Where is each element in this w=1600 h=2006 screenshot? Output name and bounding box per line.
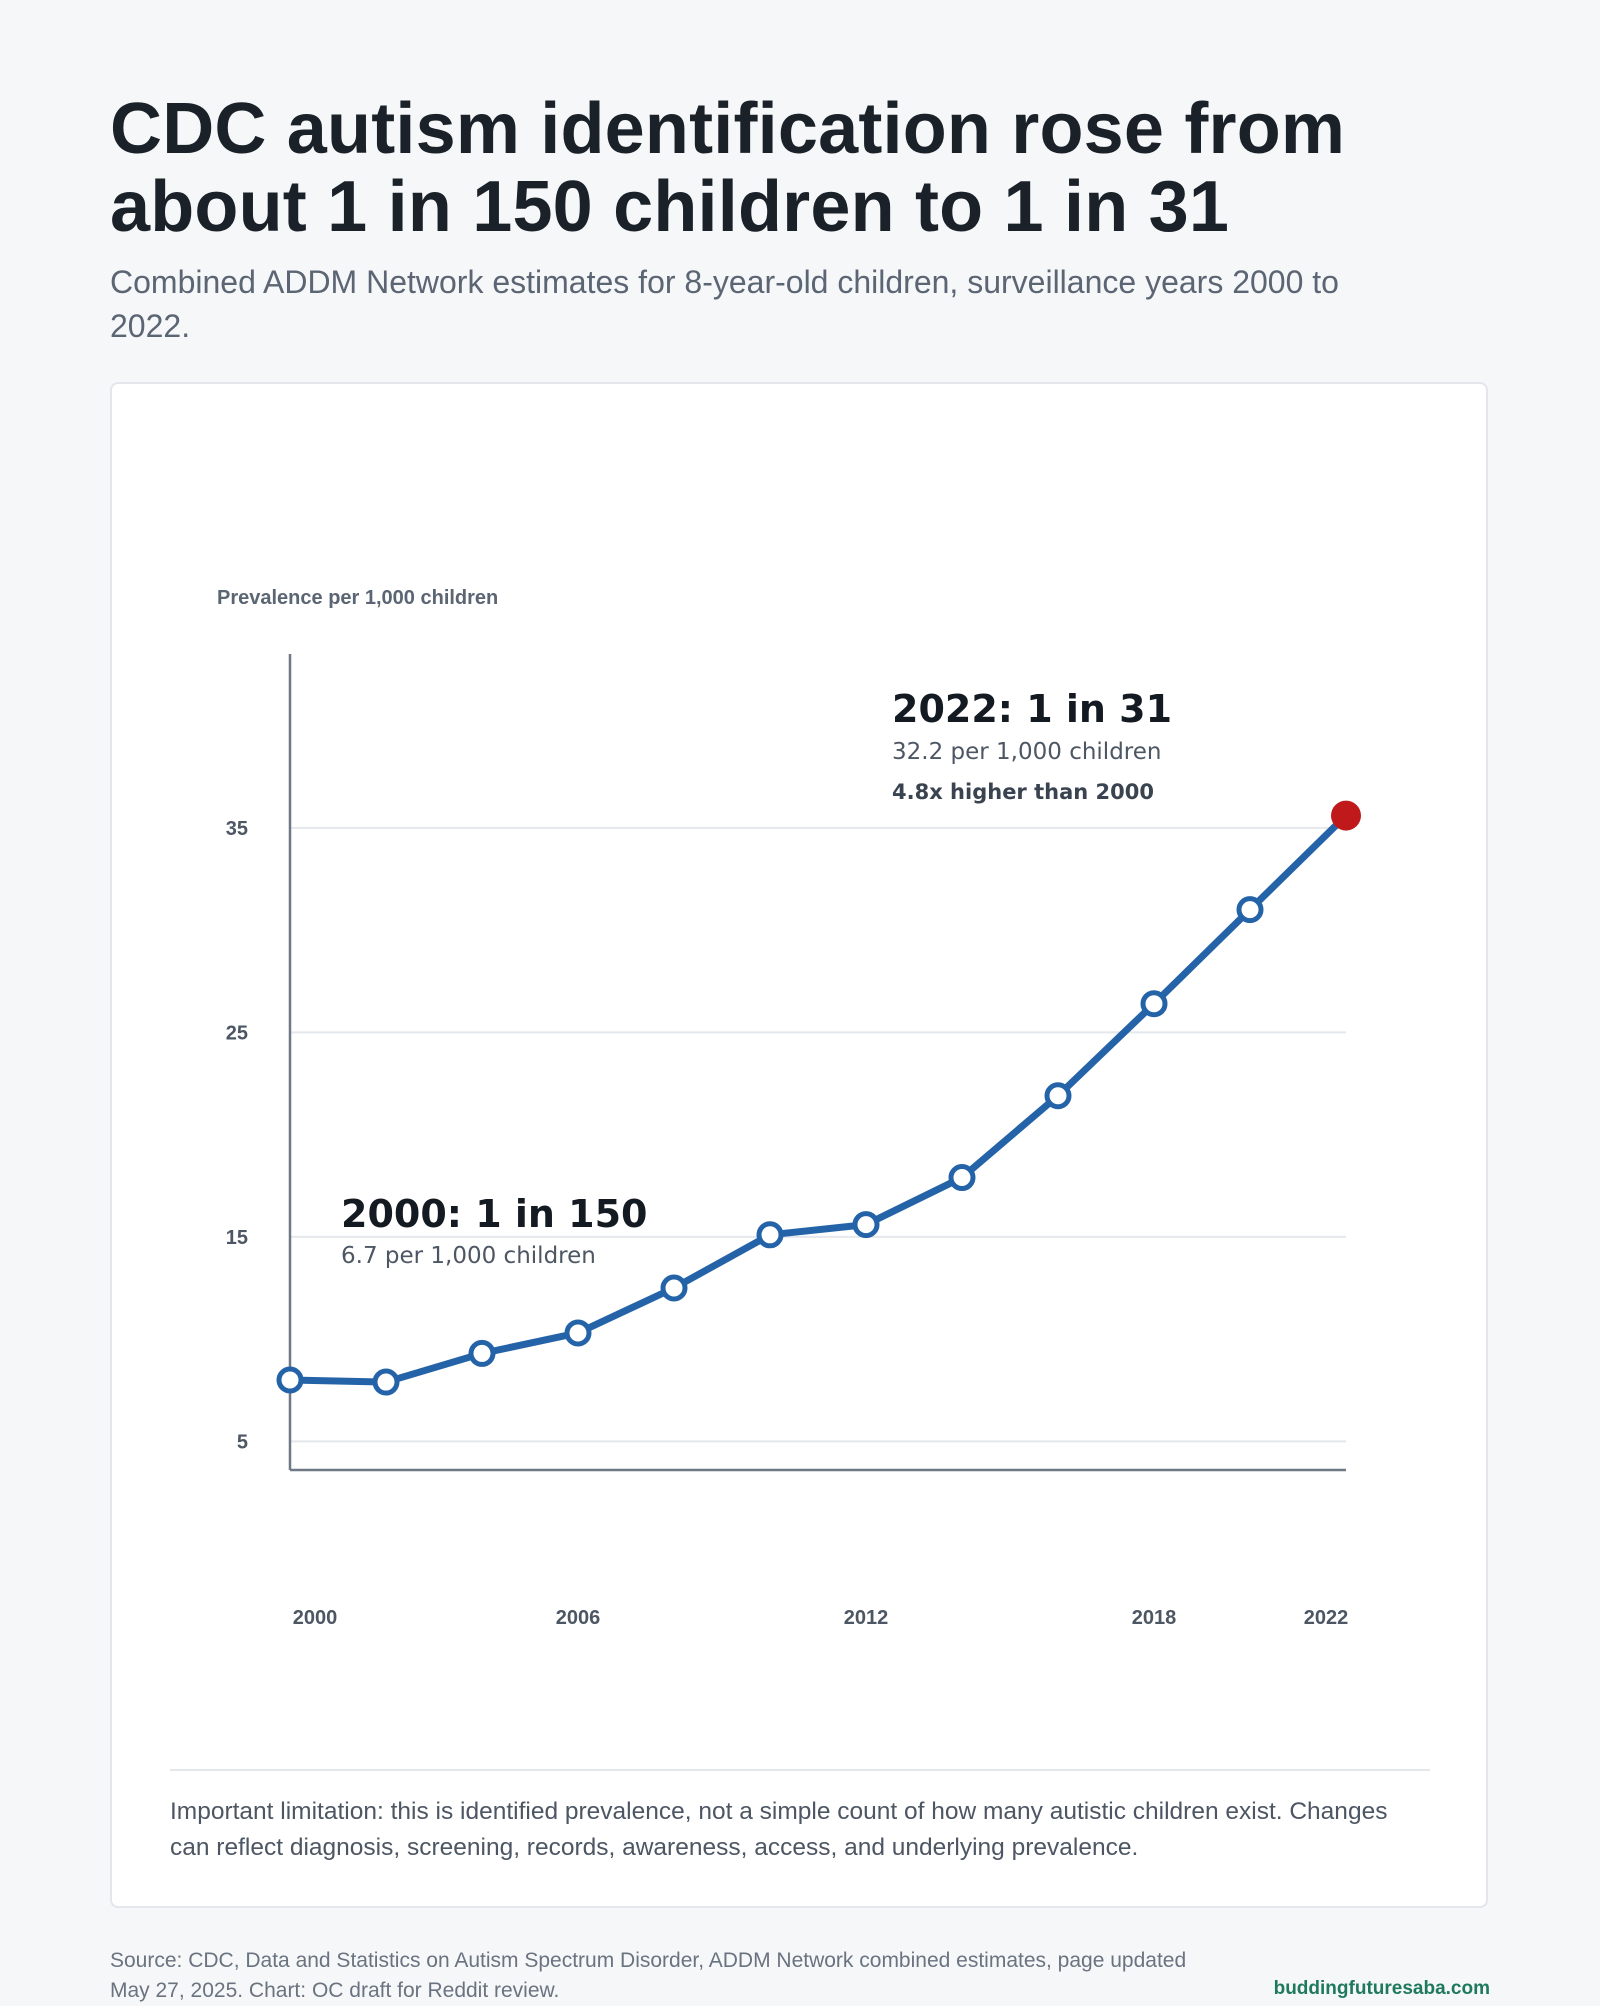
y-tick-label: 25 xyxy=(226,1022,248,1044)
data-point xyxy=(660,1274,688,1302)
data-point xyxy=(564,1319,592,1347)
data-point xyxy=(1140,990,1168,1018)
x-tick-labels: 2000 2006 2012 2018 2022 xyxy=(293,1607,1349,1629)
data-point xyxy=(1044,1082,1072,1110)
gridlines xyxy=(290,826,1346,1443)
end-annotation-detail: 32.2 per 1,000 children xyxy=(892,739,1161,765)
axes xyxy=(288,654,1346,1472)
end-annotation-note: 4.8x higher than 2000 xyxy=(892,780,1154,804)
data-point xyxy=(1236,896,1264,924)
data-points xyxy=(276,800,1361,1396)
page-subtitle: Combined ADDM Network estimates for 8-ye… xyxy=(110,264,1339,344)
x-tick-label: 2000 xyxy=(293,1607,338,1629)
page-title: CDC autism identification rose from abou… xyxy=(110,89,1346,247)
y-tick-label: 5 xyxy=(237,1431,248,1453)
y-tick-label: 35 xyxy=(226,818,248,840)
y-tick-labels: 5 15 25 35 xyxy=(226,818,248,1454)
start-annotation: 2000: 1 in 150 6.7 per 1,000 children xyxy=(341,1192,648,1269)
x-tick-label: 2018 xyxy=(1132,1607,1177,1629)
data-point xyxy=(852,1211,880,1239)
data-point xyxy=(276,1366,304,1394)
start-annotation-headline: 2000: 1 in 150 xyxy=(341,1192,648,1236)
data-point xyxy=(948,1164,976,1192)
series-line xyxy=(286,812,1350,1386)
y-tick-label: 15 xyxy=(226,1227,248,1249)
end-annotation: 2022: 1 in 31 32.2 per 1,000 children 4.… xyxy=(892,687,1172,804)
data-point-highlight xyxy=(1331,800,1361,831)
card-divider xyxy=(170,1769,1430,1771)
x-tick-label: 2012 xyxy=(844,1607,889,1629)
data-point xyxy=(756,1221,784,1249)
data-point xyxy=(468,1339,496,1367)
limitation-note: Important limitation: this is identified… xyxy=(170,1798,1388,1861)
x-tick-label: 2022 xyxy=(1304,1607,1349,1629)
data-point xyxy=(372,1368,400,1396)
start-annotation-detail: 6.7 per 1,000 children xyxy=(341,1243,596,1269)
source-note: Source: CDC, Data and Statistics on Auti… xyxy=(110,1949,1187,2002)
y-axis-label: Prevalence per 1,000 children xyxy=(217,587,498,609)
end-annotation-headline: 2022: 1 in 31 xyxy=(892,687,1172,731)
line-chart: Prevalence per 1,000 children 5 15 25 35 20… xyxy=(217,587,1361,1629)
brand-link[interactable]: buddingfuturesaba.com xyxy=(1273,1978,1490,1999)
x-tick-label: 2006 xyxy=(556,1607,601,1629)
chart-card xyxy=(110,382,1488,1908)
series-polyline xyxy=(286,812,1350,1386)
